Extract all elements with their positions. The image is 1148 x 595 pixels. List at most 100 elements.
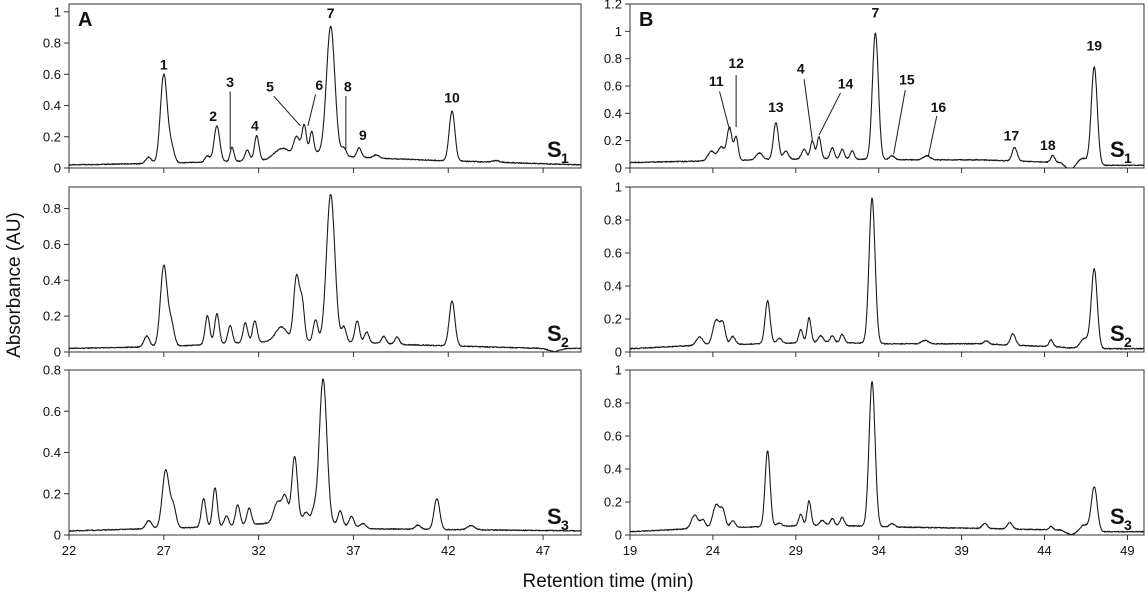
chromatogram-trace xyxy=(629,381,1145,536)
peak-label: 16 xyxy=(931,99,947,115)
y-tick-label: 0.6 xyxy=(43,237,61,252)
x-tick-label: 24 xyxy=(706,543,720,558)
sample-subscript: 1 xyxy=(1124,150,1132,166)
peak-label: 3 xyxy=(226,74,234,90)
sample-label: S xyxy=(1110,321,1125,346)
x-tick-label: 27 xyxy=(157,543,171,558)
y-tick-label: 0.2 xyxy=(604,312,622,327)
y-tick-label: 0 xyxy=(615,161,622,176)
y-tick-label: 0.8 xyxy=(604,396,622,411)
plot-frame xyxy=(629,186,1145,353)
y-tick-label: 0.2 xyxy=(604,133,622,148)
peak-leader-line xyxy=(719,91,730,130)
y-tick-label: 1 xyxy=(615,363,622,378)
x-tick-label: 49 xyxy=(1120,543,1134,558)
y-tick-label: 0.4 xyxy=(43,98,61,113)
y-tick-label: 1 xyxy=(54,4,61,19)
chromatogram-trace xyxy=(629,197,1145,350)
y-tick-label: 0 xyxy=(54,345,61,360)
y-tick-label: 0.8 xyxy=(604,213,622,228)
chromatogram-trace xyxy=(68,194,582,353)
sample-label: S xyxy=(547,321,562,346)
y-tick-label: 0 xyxy=(615,528,622,543)
y-tick-label: 0.6 xyxy=(604,429,622,444)
peak-label: 15 xyxy=(899,72,915,88)
y-tick-label: 0.8 xyxy=(43,363,61,378)
peak-label: 17 xyxy=(1004,128,1020,144)
y-tick-label: 1 xyxy=(615,180,622,195)
plot-frame xyxy=(68,186,582,353)
sample-label: S xyxy=(1110,504,1125,529)
sample-subscript: 3 xyxy=(561,517,569,533)
peak-leader-line xyxy=(893,90,906,155)
x-tick-label: 47 xyxy=(536,543,550,558)
sample-label: S xyxy=(547,504,562,529)
peak-label: 14 xyxy=(838,76,854,92)
y-tick-label: 0.4 xyxy=(43,273,61,288)
sample-subscript: 2 xyxy=(561,334,569,350)
y-tick-label: 0 xyxy=(54,528,61,543)
peak-leader-line xyxy=(273,95,301,127)
x-tick-label: 37 xyxy=(346,543,360,558)
y-tick-label: 0.8 xyxy=(604,51,622,66)
sample-label: S xyxy=(1110,137,1125,162)
x-tick-label: 19 xyxy=(623,543,637,558)
x-axis-title: Retention time (min) xyxy=(522,571,693,592)
peak-leader-line xyxy=(803,79,813,141)
peak-label: 1 xyxy=(160,57,168,73)
sample-subscript: 2 xyxy=(1124,334,1132,350)
peak-label: 10 xyxy=(444,89,460,105)
plot-frame xyxy=(629,369,1145,536)
peak-label: 5 xyxy=(266,78,274,94)
y-tick-label: 1 xyxy=(615,24,622,39)
y-tick-label: 0.2 xyxy=(43,486,61,501)
peak-label: 4 xyxy=(251,118,259,134)
panel-letter: A xyxy=(78,9,92,31)
peak-label: 9 xyxy=(359,127,367,143)
y-axis-title: Absorbance (AU) xyxy=(4,212,25,358)
y-tick-label: 0.6 xyxy=(43,67,61,82)
sample-subscript: 3 xyxy=(1124,517,1132,533)
x-tick-label: 44 xyxy=(1037,543,1051,558)
peak-label: 2 xyxy=(209,108,217,124)
peak-label: 7 xyxy=(871,5,879,21)
plot-frame xyxy=(68,3,582,169)
y-tick-label: 0 xyxy=(54,161,61,176)
x-tick-label: 29 xyxy=(789,543,803,558)
y-tick-label: 0.4 xyxy=(604,462,622,477)
y-tick-label: 0.4 xyxy=(604,279,622,294)
peak-label: 12 xyxy=(728,55,744,71)
peak-label: 19 xyxy=(1086,37,1102,53)
y-tick-label: 0.4 xyxy=(43,445,61,460)
x-tick-label: 34 xyxy=(871,543,885,558)
peak-label: 4 xyxy=(797,61,805,77)
y-tick-label: 0.6 xyxy=(604,246,622,261)
y-tick-label: 0.2 xyxy=(604,495,622,510)
chromatogram-trace xyxy=(629,32,1145,169)
chromatogram-panel: 0 0.2 0.4 0.6 0.8 1 19 24 29 34 39 44 49 S 3 xyxy=(604,363,1145,558)
sample-label: S xyxy=(547,137,562,162)
chromatogram-trace xyxy=(68,378,582,532)
peak-label: 8 xyxy=(344,78,352,94)
x-tick-label: 32 xyxy=(251,543,265,558)
x-tick-label: 22 xyxy=(62,543,76,558)
y-tick-label: 0.6 xyxy=(43,404,61,419)
y-tick-label: 0 xyxy=(615,345,622,360)
sample-subscript: 1 xyxy=(561,150,569,166)
peak-label: 13 xyxy=(768,99,784,115)
peak-leader-line xyxy=(818,92,842,136)
plot-frame xyxy=(629,3,1145,169)
chromatogram-panel: 0 0.2 0.4 0.6 0.8 1 S 2 xyxy=(604,180,1145,360)
peak-label: 11 xyxy=(709,73,724,89)
peak-leader-line xyxy=(927,115,938,156)
y-tick-label: 1.2 xyxy=(604,0,622,12)
peak-label: 18 xyxy=(1040,137,1056,153)
y-tick-label: 0.2 xyxy=(43,309,61,324)
x-tick-label: 42 xyxy=(441,543,455,558)
x-tick-label: 39 xyxy=(954,543,968,558)
y-tick-label: 0.8 xyxy=(43,36,61,51)
y-tick-label: 0.4 xyxy=(604,106,622,121)
